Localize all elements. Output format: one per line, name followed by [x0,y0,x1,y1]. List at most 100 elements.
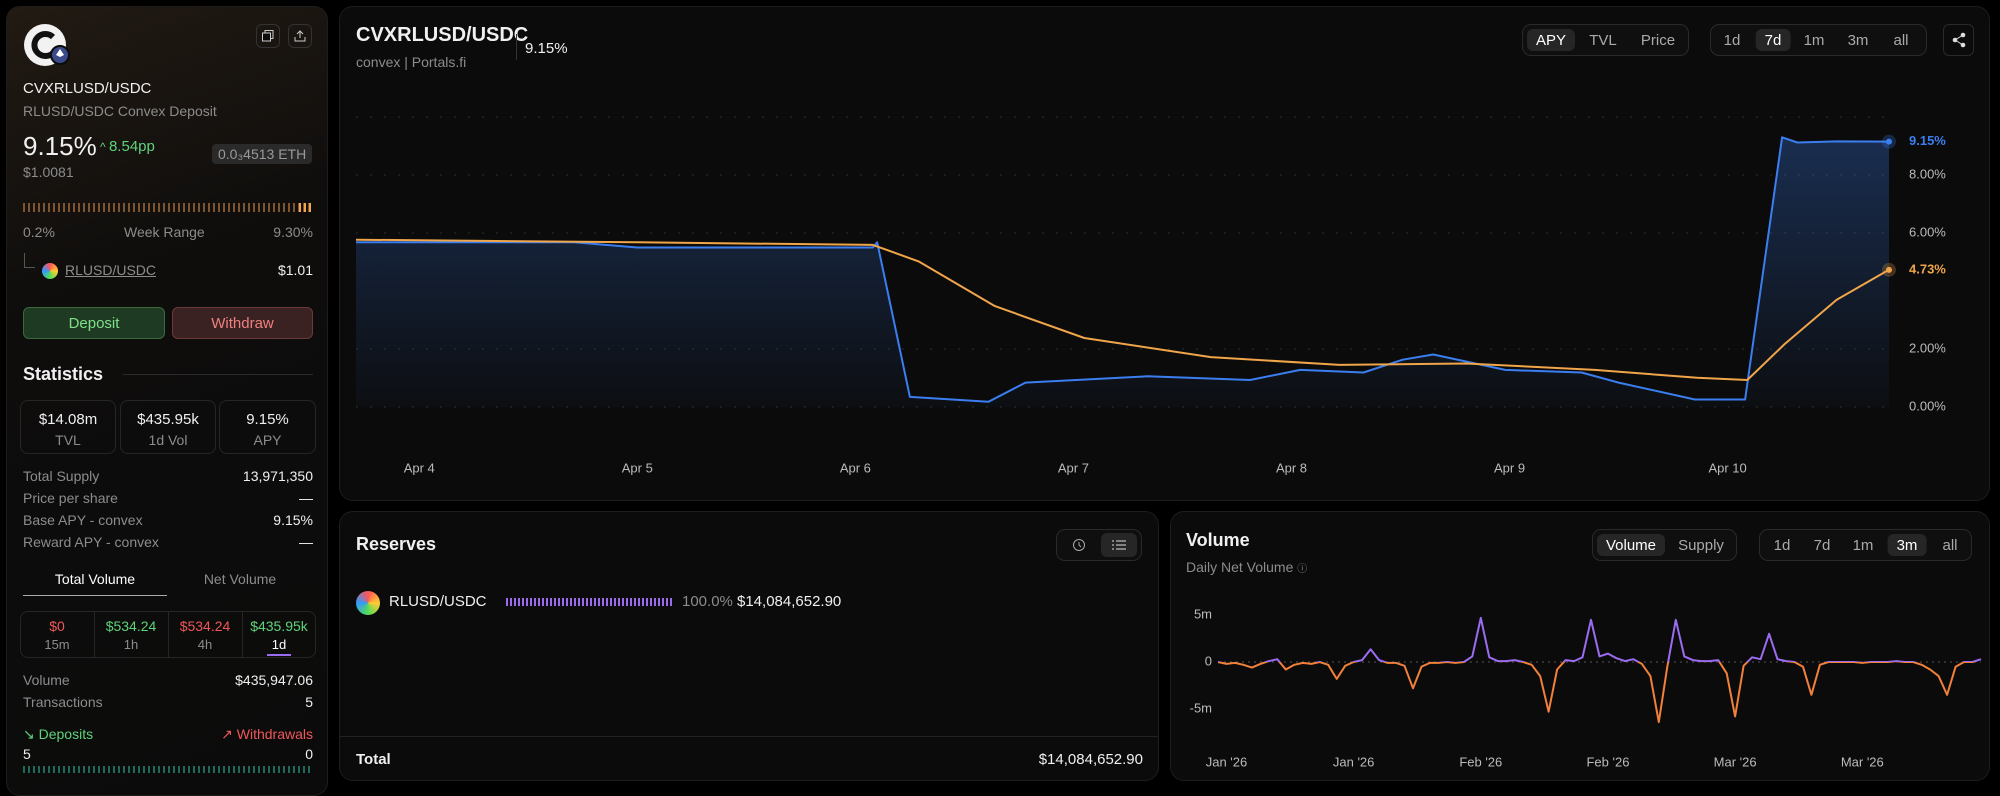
toggle-option[interactable]: 1d [1773,536,1791,554]
share-chart-button[interactable] [1943,24,1974,56]
divider [516,34,517,60]
end-label: 4.73% [1909,261,1946,276]
deposits-value: 5 [23,746,31,762]
line [1217,616,1982,724]
stat-value: 9.15% [246,411,289,428]
x-tick-label: Apr 6 [840,460,871,475]
toggle-option[interactable]: 7d [1813,536,1831,554]
y-tick-label: 0 [1205,653,1212,668]
copy-button[interactable] [256,24,280,48]
toggle-option[interactable]: 7d [1755,29,1791,51]
stat-value: $435.95k [137,411,199,428]
stat-row-value: — [299,534,313,550]
volume-row-value: $435,947.06 [235,672,313,688]
volume-cell-label[interactable]: 15m [44,637,70,652]
toggle-option[interactable]: all [1893,31,1909,49]
reserve-icon [356,591,380,615]
withdraw-button[interactable]: Withdraw [172,307,313,339]
cell-divider [94,612,95,657]
flow-bar [23,766,313,773]
share-button[interactable] [288,24,312,48]
stat-label: TVL [55,432,81,448]
deposits-text: Deposits [38,726,94,742]
y-tick-label: 8.00% [1909,166,1946,181]
reserves-title: Reserves [356,534,437,554]
deposits-label: ↘ Deposits [23,726,94,742]
price: $1.0081 [23,164,74,180]
y-tick-label: 0.00% [1909,398,1946,413]
volume-subtitle-text: Daily Net Volume [1186,559,1294,575]
line [355,238,1890,381]
volume-row-value: 5 [305,694,313,710]
end-dot [1886,266,1892,273]
x-tick-label: Mar '26 [1714,754,1757,769]
deposit-button[interactable]: Deposit [23,307,165,339]
toggle-option[interactable]: 1d [1723,31,1741,49]
range-label: Week Range [124,224,205,240]
toggle-option[interactable]: 3m [1847,31,1869,49]
stat-row-label: Total Supply [23,468,100,484]
volume-row-label: Transactions [23,694,103,710]
volume-tab[interactable]: Total Volume [23,571,167,596]
toggle-option[interactable]: APY [1526,29,1576,51]
stat-value: $14.08m [38,411,98,428]
range-high: 9.30% [273,224,313,240]
total-amount: $14,084,652.90 [1038,751,1143,768]
y-tick-label: -5m [1190,700,1212,715]
toggle-option[interactable]: 3m [1887,534,1927,556]
vault-description: RLUSD/USDC Convex Deposit [23,103,217,119]
underlying-price: $1.01 [277,262,313,278]
stat-row-label: Base APY - convex [23,512,143,528]
reserve-share-bar [506,598,672,606]
line [356,136,1890,403]
mode-toggle: Volume Supply [1592,529,1737,561]
reserve-share: 100.0% [682,593,733,610]
volume-cell-label[interactable]: 1h [123,637,139,652]
toggle-option[interactable]: all [1942,536,1958,554]
reserve-name: RLUSD/USDC [389,593,487,610]
volume-subtitle: Daily Net Volume ⓘ [1186,559,1308,575]
volume-cell-value: $534.24 [105,618,157,634]
x-tick-label: Jan '26 [1333,754,1375,769]
statistics-title: Statistics [23,364,104,384]
x-tick-label: Mar '26 [1841,754,1884,769]
stat-card: 9.15% APY [219,400,316,454]
list-view[interactable] [1101,533,1137,557]
stat-row-value: 9.15% [273,512,313,528]
volume-title: Volume [1186,530,1250,550]
apy: 9.15% [23,131,97,161]
x-tick-label: Apr 8 [1276,460,1307,475]
toggle-option[interactable]: Volume [1596,534,1666,556]
volume-tab[interactable]: Net Volume [203,571,277,587]
volume-cell-value: $0 [49,618,65,634]
stat-row-value: 13,971,350 [242,468,313,484]
stat-row-label: Reward APY - convex [23,534,159,550]
end-dot [1886,138,1892,145]
volume-cell-label[interactable]: 4h [197,637,213,652]
toggle-option[interactable]: Supply [1678,536,1724,554]
week-range-bar [23,203,313,212]
header-apy: 9.15% [525,40,568,57]
vault-name: CVXRLUSD/USDC [23,80,152,97]
y-tick-label: 2.00% [1909,340,1946,355]
tree-line [24,253,35,268]
toggle-option[interactable]: 1m [1852,536,1874,554]
x-tick-label: Apr 4 [404,460,435,475]
sidebar [6,6,328,796]
toggle-option[interactable]: 1m [1803,31,1825,49]
underlying-name[interactable]: RLUSD/USDC [65,262,157,278]
history-view[interactable] [1061,533,1097,557]
stat-label: APY [253,432,282,448]
stat-row-value: — [299,490,313,506]
underlying-icon [42,263,58,279]
toggle-option[interactable]: TVL [1589,31,1617,49]
stat-card: $435.95k 1d Vol [120,400,216,454]
x-tick-label: Apr 9 [1494,460,1525,475]
volume-cell-label[interactable]: 1d [271,637,287,652]
cell-divider [168,612,169,657]
x-tick-label: Feb '26 [1459,754,1502,769]
divider [123,374,313,375]
toggle-option[interactable]: Price [1640,31,1676,49]
cell-divider [242,612,243,657]
